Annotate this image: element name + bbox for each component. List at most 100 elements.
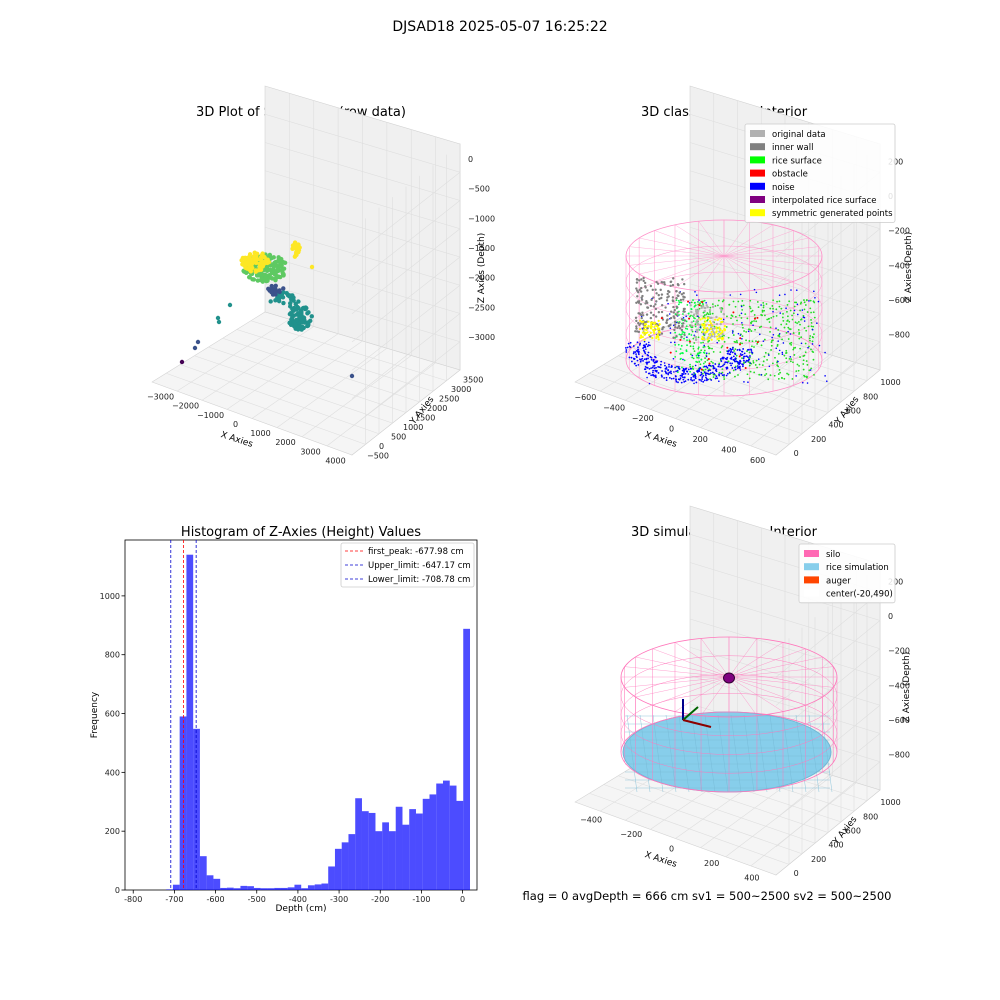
inner-wall-point	[660, 332, 664, 335]
grid-line	[750, 362, 857, 447]
rice-surface-point	[778, 369, 781, 371]
noise-point	[653, 375, 656, 377]
histogram-bar	[314, 884, 322, 890]
symmetric-point	[706, 338, 709, 341]
symmetric-point	[710, 330, 713, 333]
noise-point	[777, 360, 779, 363]
y-tick-label: 3500	[463, 376, 483, 385]
rice-surface-point	[683, 337, 685, 340]
x-tick-label: -800	[124, 895, 142, 904]
noise-point	[670, 372, 673, 375]
noise-point	[708, 373, 710, 376]
simulation-auger-and-center	[682, 672, 735, 728]
rice-surface-point	[743, 330, 745, 332]
rice-surface-point	[760, 313, 763, 316]
rice-surface-point	[714, 305, 717, 307]
rice-surface-point	[798, 331, 801, 334]
noise-point	[653, 367, 656, 370]
rice-surface-point	[712, 362, 714, 364]
rice-surface-point	[723, 375, 725, 378]
symmetric-point	[717, 333, 720, 336]
noise-point	[731, 348, 734, 351]
data-point	[227, 302, 233, 308]
surface-mesh-line	[795, 714, 807, 793]
inner-wall-point	[651, 288, 654, 292]
noise-point	[781, 353, 784, 355]
noise-point	[647, 354, 650, 357]
rice-surface-point	[782, 319, 785, 322]
symmetric-point	[715, 335, 719, 338]
noise-point	[637, 363, 640, 366]
symmetric-point	[644, 331, 647, 334]
noise-point	[778, 332, 781, 335]
legend-label: Lower_limit: -708.78 cm	[368, 575, 470, 585]
noise-point	[635, 353, 637, 355]
data-point	[269, 289, 274, 295]
rice-surface-point	[731, 315, 734, 318]
inner-wall-point	[646, 326, 649, 330]
rice-surface-point	[748, 340, 751, 342]
x-tick-label: −200	[620, 830, 642, 839]
noise-point	[715, 375, 718, 378]
symmetric-point	[639, 327, 642, 331]
noise-point	[716, 341, 719, 344]
inner-wall-point	[660, 293, 664, 296]
rice-surface-point	[767, 378, 770, 381]
grid-line	[264, 283, 461, 427]
noise-point	[726, 372, 729, 375]
noise-point	[646, 345, 649, 348]
legend-label: symmetric generated points	[772, 209, 893, 219]
silo-spoke	[728, 656, 823, 678]
rice-surface-point	[769, 307, 772, 310]
noise-point	[639, 342, 642, 345]
histogram-bars	[166, 554, 471, 890]
noise-point	[720, 360, 723, 363]
rice-surface-point	[763, 338, 766, 341]
y-tick-label: 500	[391, 432, 406, 441]
y-tick-label: 600	[846, 826, 861, 835]
noise-point	[721, 374, 724, 377]
rice-surface-point	[780, 376, 783, 379]
noise-point	[795, 375, 797, 377]
symmetric-point	[699, 318, 702, 321]
noise-point	[732, 330, 734, 332]
rice-surface-point	[703, 299, 706, 302]
noise-point	[684, 368, 687, 371]
surface-mesh-line	[782, 714, 794, 793]
data-point	[255, 257, 260, 262]
rice-surface-point	[798, 364, 800, 367]
symmetric-point	[656, 328, 659, 331]
symmetric-point	[711, 333, 715, 336]
rice-surface-point	[769, 326, 772, 329]
noise-point	[801, 309, 804, 311]
noise-point	[811, 343, 814, 345]
histogram-bar	[355, 798, 362, 890]
noise-point	[694, 364, 697, 367]
rice-surface-point	[692, 347, 695, 350]
noise-point	[705, 352, 708, 354]
symmetric-point	[714, 318, 717, 321]
rice-surface-point	[785, 331, 788, 334]
silo-spoke	[728, 638, 758, 678]
rice-surface-point	[790, 358, 793, 361]
rice-surface-point	[810, 367, 813, 370]
rice-surface-point	[813, 333, 815, 336]
symmetric-point	[655, 335, 658, 338]
symmetric-point	[646, 331, 649, 334]
noise-point	[796, 313, 799, 316]
classify-plot-z-label: Z Axies (Depth)	[904, 232, 914, 303]
noise-point	[732, 358, 735, 361]
noise-point	[665, 366, 668, 369]
rice-surface-point	[811, 340, 814, 343]
raw-data-3d-plot: 3D Plot of Silo Interior(row data) −3000…	[147, 85, 495, 465]
y-tick-label: 400	[105, 768, 120, 777]
obstacle-point	[688, 317, 691, 320]
inner-wall-point	[640, 313, 643, 317]
noise-point	[715, 370, 718, 373]
rice-surface-point	[772, 299, 775, 302]
original-data-point	[695, 330, 699, 334]
noise-point	[694, 290, 696, 293]
original-data-point	[690, 310, 693, 314]
noise-point	[686, 370, 689, 373]
histogram-bar	[253, 887, 261, 890]
